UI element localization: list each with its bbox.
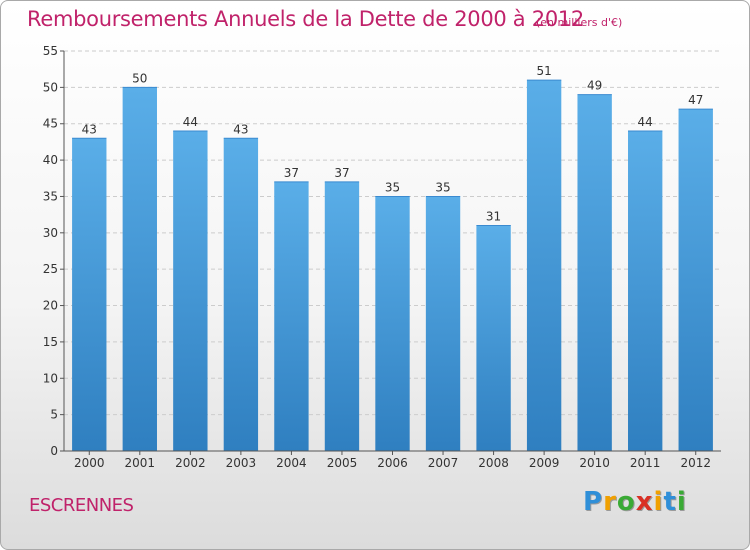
y-tick-label: 40 [43, 153, 58, 167]
logo-letter: i [653, 487, 664, 517]
logo-letter: o [616, 487, 636, 517]
y-tick-label: 10 [43, 371, 58, 385]
x-tick-label: 2006 [377, 456, 408, 470]
x-tick-label: 2009 [529, 456, 560, 470]
data-label: 31 [486, 210, 501, 224]
data-label: 44 [183, 115, 198, 129]
data-label: 35 [435, 180, 450, 194]
bar [577, 94, 612, 452]
data-label: 49 [587, 79, 602, 93]
y-tick-label: 55 [43, 44, 58, 58]
y-tick-label: 30 [43, 226, 58, 240]
x-tick-label: 2007 [428, 456, 459, 470]
x-tick-label: 2011 [630, 456, 661, 470]
x-tick-label: 2008 [478, 456, 509, 470]
x-tick-label: 2005 [327, 456, 358, 470]
logo-letter: t [663, 487, 677, 517]
data-label: 43 [233, 122, 248, 136]
x-tick-label: 2004 [276, 456, 307, 470]
bars [72, 79, 713, 452]
x-tick-label: 2010 [579, 456, 610, 470]
bar [72, 138, 107, 452]
bar [173, 131, 208, 451]
data-label: 37 [334, 166, 349, 180]
chart-title: Remboursements Annuels de la Dette de 20… [27, 7, 584, 31]
bar [324, 181, 360, 451]
labels: 43 2000 50 2001 44 2002 43 2003 37 2004 37 2005 35 20… [74, 64, 711, 470]
logo-letter: x [635, 487, 654, 517]
data-label: 43 [82, 122, 97, 136]
proxiti-logo: Proxiti [583, 487, 687, 517]
bar [122, 87, 157, 451]
x-tick-label: 2003 [226, 456, 257, 470]
axes: 0 5 10 15 20 25 30 35 40 45 50 55 [43, 44, 721, 458]
bar [476, 225, 511, 451]
data-label: 47 [688, 93, 703, 107]
y-tick-label: 5 [50, 408, 58, 422]
bar [678, 109, 713, 451]
y-tick-label: 35 [43, 189, 58, 203]
bar [375, 196, 410, 451]
logo-letter: P [583, 487, 604, 517]
y-tick-label: 0 [50, 444, 58, 458]
bar [223, 138, 259, 452]
y-tick-label: 20 [43, 299, 58, 313]
y-tick-label: 45 [43, 117, 58, 131]
x-tick-label: 2012 [680, 456, 711, 470]
data-label: 37 [284, 166, 299, 180]
x-tick-label: 2000 [74, 456, 105, 470]
x-tick-label: 2001 [125, 456, 156, 470]
y-tick-label: 50 [43, 80, 58, 94]
logo-letter: i [676, 487, 687, 517]
bar [274, 181, 309, 451]
logo-letter: r [603, 487, 617, 517]
y-tick-label: 25 [43, 262, 58, 276]
x-tick-label: 2002 [175, 456, 206, 470]
data-label: 44 [638, 115, 653, 129]
data-label: 50 [132, 71, 147, 85]
bar [628, 131, 663, 451]
data-label: 35 [385, 180, 400, 194]
y-tick-label: 15 [43, 335, 58, 349]
bar [526, 80, 562, 451]
bar [425, 196, 461, 451]
data-label: 51 [536, 64, 551, 78]
chart-subtitle: (en milliers d'€) [536, 16, 623, 29]
commune-name: ESCRENNES [29, 495, 134, 516]
